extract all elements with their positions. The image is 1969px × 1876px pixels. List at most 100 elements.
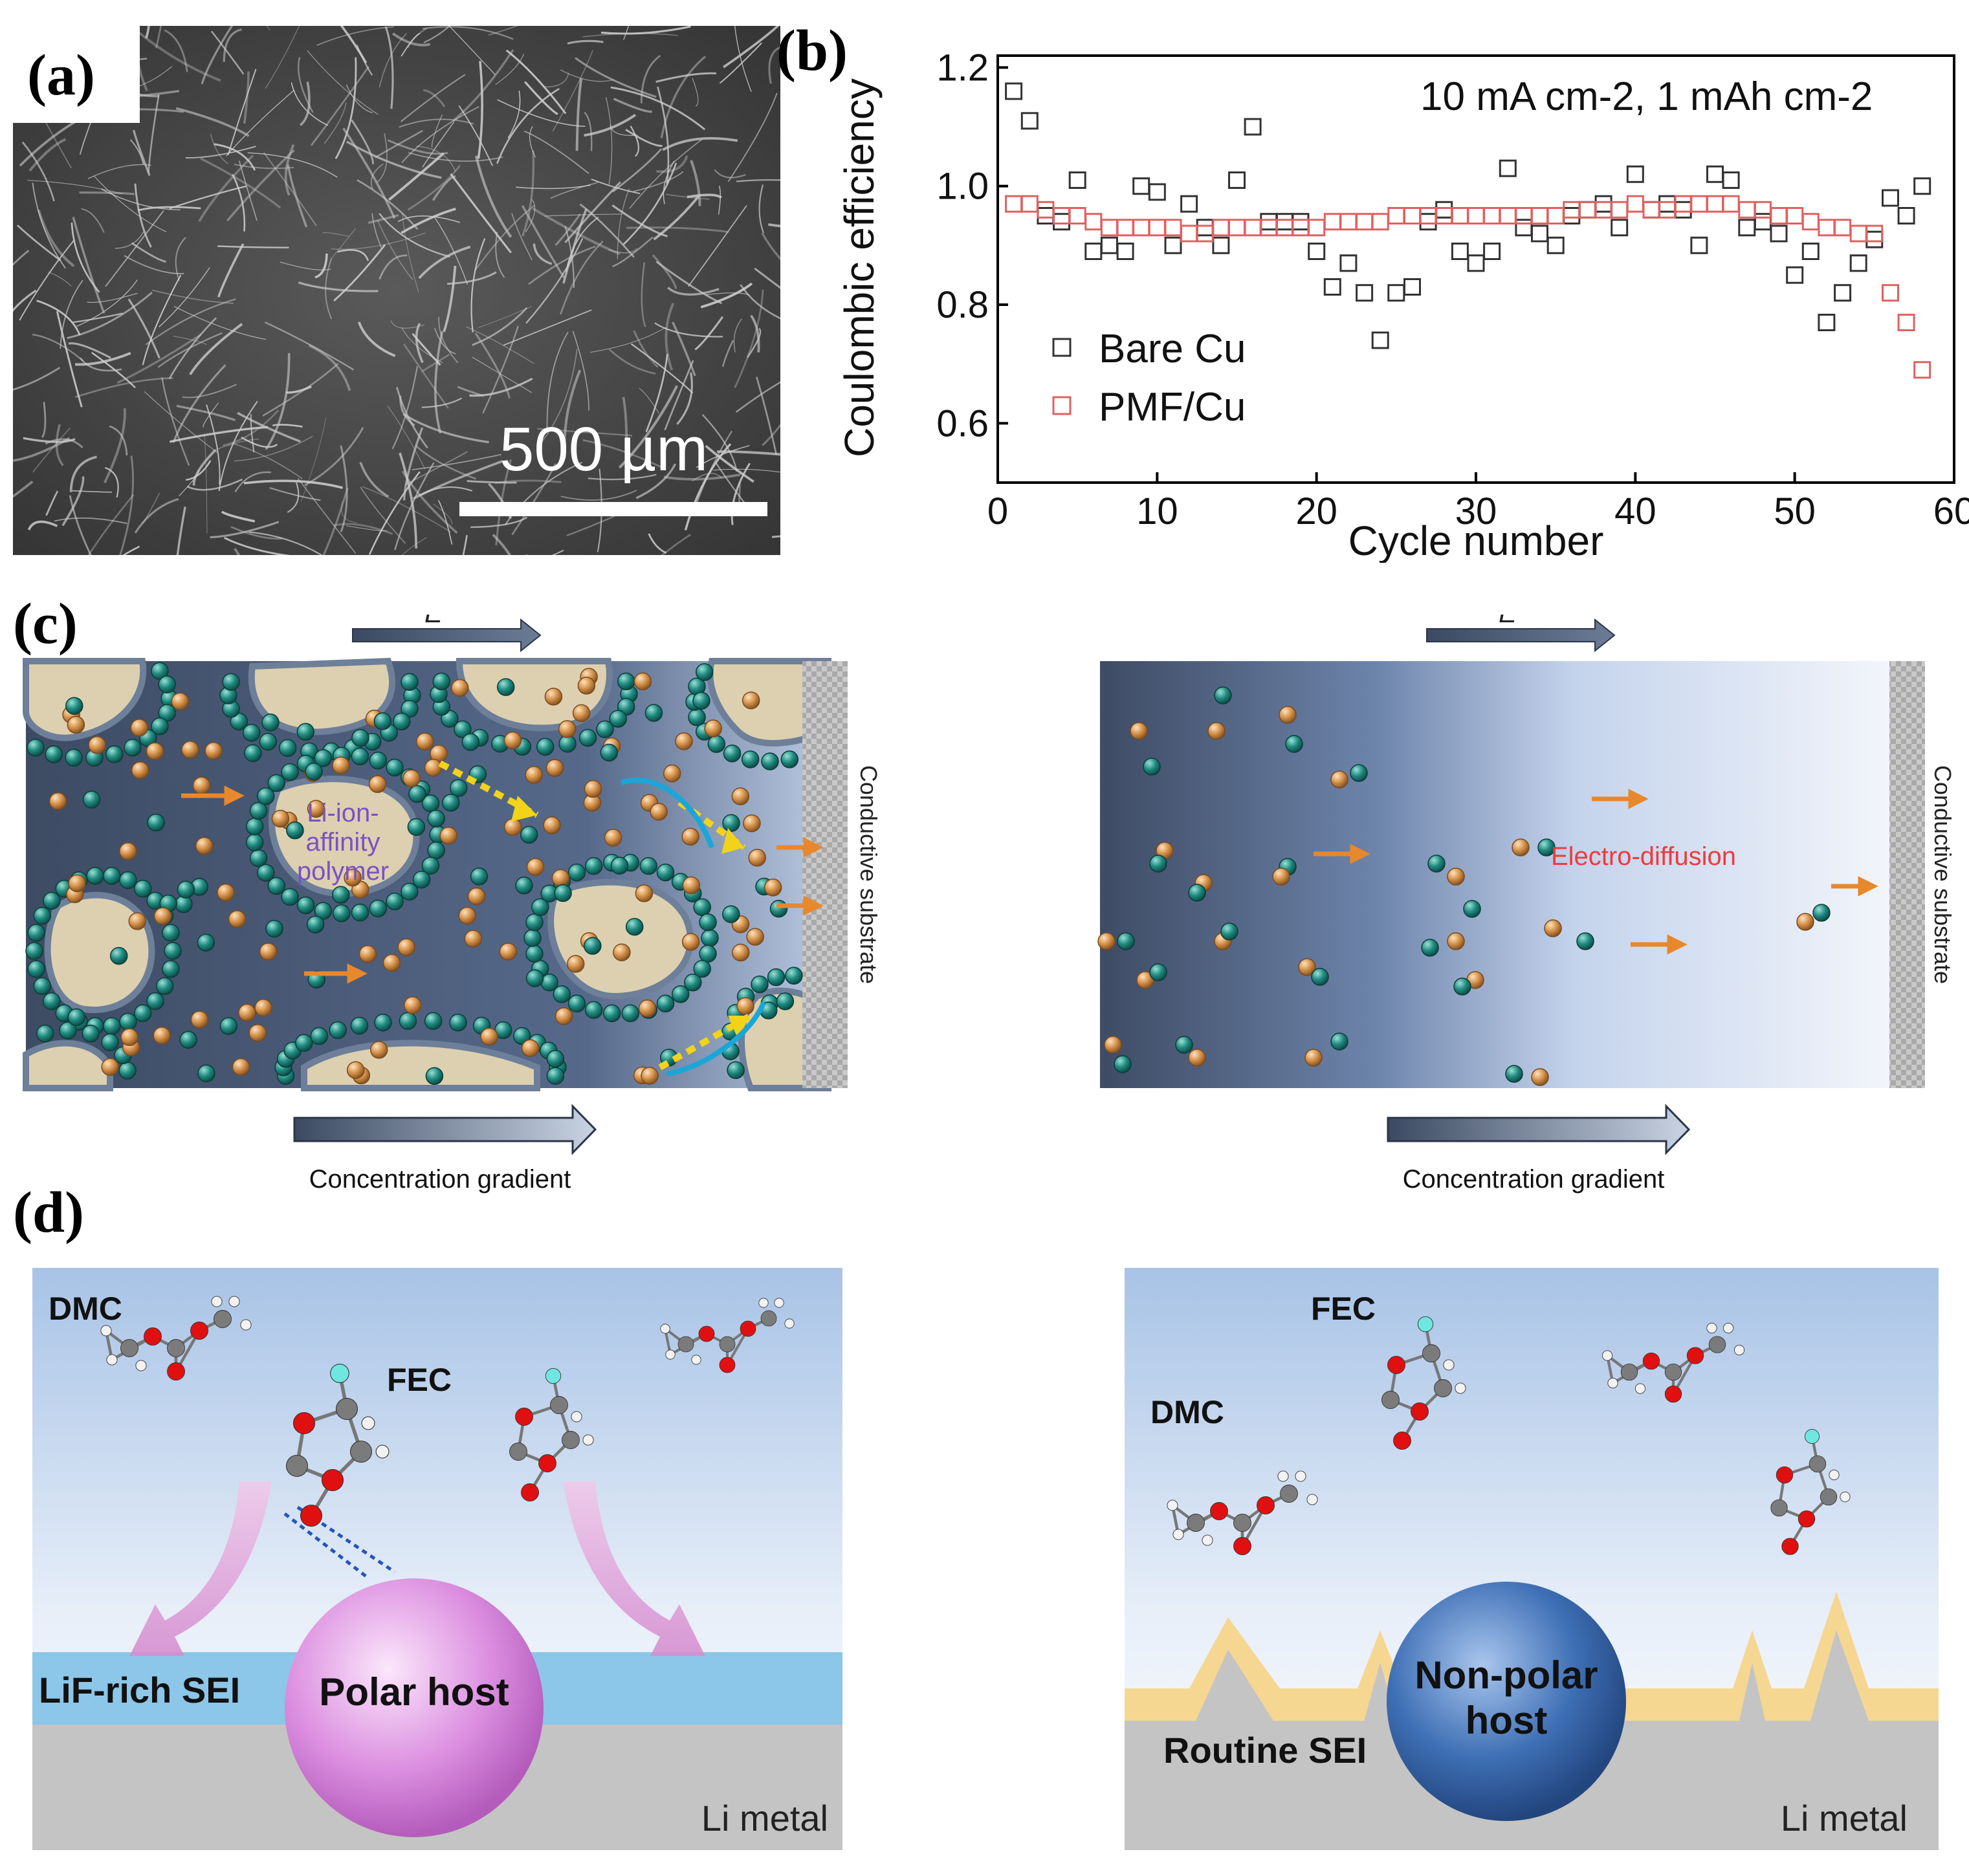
li-ion (470, 867, 489, 886)
data-point-pmf-cu (1722, 195, 1740, 213)
atom (1708, 1336, 1726, 1353)
data-point-pmf-cu (1834, 219, 1852, 237)
data-point-bare-cu (1770, 224, 1788, 243)
data-point-bare-cu (1626, 165, 1644, 183)
data-point-bare-cu (1690, 236, 1708, 254)
li-ion (86, 867, 104, 885)
li-ion (1311, 968, 1329, 986)
li-ion (751, 975, 769, 994)
anion (638, 999, 657, 1018)
atom (562, 1431, 580, 1449)
li-ion (421, 856, 440, 875)
li-ion (780, 750, 799, 769)
li-ion (432, 672, 451, 691)
gradient-label-c-right: Concentration gradient (1403, 1165, 1665, 1194)
anion (499, 943, 518, 961)
atom (1417, 1316, 1434, 1333)
data-point-pmf-cu (1578, 201, 1596, 219)
data-point-pmf-cu (1865, 224, 1884, 243)
li-ion (1117, 932, 1135, 950)
atom (509, 1443, 527, 1461)
data-point-bare-cu (1801, 243, 1820, 260)
anion (68, 874, 86, 893)
y-tick-label: 0.6 (936, 402, 989, 444)
molecules-d-left (100, 1296, 795, 1527)
anion (120, 1028, 138, 1047)
data-point-pmf-cu (1451, 207, 1469, 224)
li-ion (197, 933, 215, 952)
data-point-bare-cu (1467, 254, 1485, 272)
atom (550, 1396, 568, 1414)
atom (1620, 1363, 1638, 1381)
data-point-pmf-cu (1706, 195, 1724, 213)
li-ion (723, 744, 742, 763)
li-ion (554, 884, 572, 902)
anion (450, 679, 469, 697)
atom (240, 1319, 252, 1331)
li-ion (331, 886, 350, 904)
anion (743, 814, 761, 833)
dmc-molecule (660, 1298, 795, 1373)
li-ion (584, 937, 602, 955)
atom (106, 1354, 118, 1366)
li-ion (553, 985, 571, 1003)
data-point-pmf-cu (1546, 207, 1565, 224)
atom (1664, 1385, 1682, 1403)
anion (736, 997, 754, 1016)
li-ion (449, 779, 468, 797)
li-ion (219, 1017, 238, 1035)
li-ion (1214, 686, 1232, 704)
anion (521, 1039, 540, 1058)
anion (88, 736, 106, 754)
anion (271, 809, 290, 828)
li-ion (741, 750, 760, 769)
li-ion (33, 906, 52, 925)
li-ion (65, 748, 83, 767)
anion (424, 759, 443, 777)
li-ion (245, 833, 264, 852)
anion (635, 884, 654, 902)
data-point-bare-cu (1387, 284, 1405, 302)
atom (1210, 1502, 1228, 1520)
li-ion (33, 977, 52, 996)
atom (375, 1445, 390, 1459)
li-ion (401, 673, 419, 691)
atom (521, 1483, 539, 1501)
data-point-pmf-cu (1515, 207, 1533, 224)
atom (719, 1357, 736, 1373)
anion (545, 759, 564, 777)
li-ion (230, 712, 248, 731)
li-ion (408, 785, 426, 803)
li-ion (600, 743, 619, 762)
li-ion (27, 738, 45, 757)
li-ion (1149, 963, 1167, 981)
data-point-bare-cu (1722, 171, 1740, 189)
data-point-bare-cu (1674, 201, 1692, 219)
li-ion (584, 856, 603, 875)
data-point-bare-cu (1658, 195, 1677, 213)
data-point-pmf-cu (1626, 195, 1644, 213)
data-point-bare-cu (1499, 159, 1517, 177)
anion (190, 1010, 209, 1029)
li-ion (701, 929, 719, 947)
atom (1642, 1352, 1660, 1370)
atom (1187, 1514, 1205, 1532)
data-point-pmf-cu (1419, 207, 1437, 224)
anion (439, 827, 457, 845)
atom (190, 1322, 208, 1340)
panel-d-label: (d) (13, 1181, 84, 1245)
li-ion (449, 1013, 467, 1032)
polymer-label-line2: affinity (306, 828, 380, 856)
anion (480, 1027, 498, 1046)
atom (1434, 1379, 1452, 1397)
panel-c-right-diagram: E Conductive substrate Electro-diffusion… (1097, 615, 1954, 1194)
data-point-pmf-cu (1020, 195, 1039, 213)
data-point-pmf-cu (1068, 207, 1086, 224)
anion (1097, 932, 1116, 950)
atom (1233, 1514, 1251, 1532)
li-ion (82, 791, 101, 809)
atom (1722, 1322, 1734, 1334)
anion (1447, 867, 1465, 886)
atom (1820, 1488, 1838, 1506)
data-point-pmf-cu (1228, 219, 1246, 237)
